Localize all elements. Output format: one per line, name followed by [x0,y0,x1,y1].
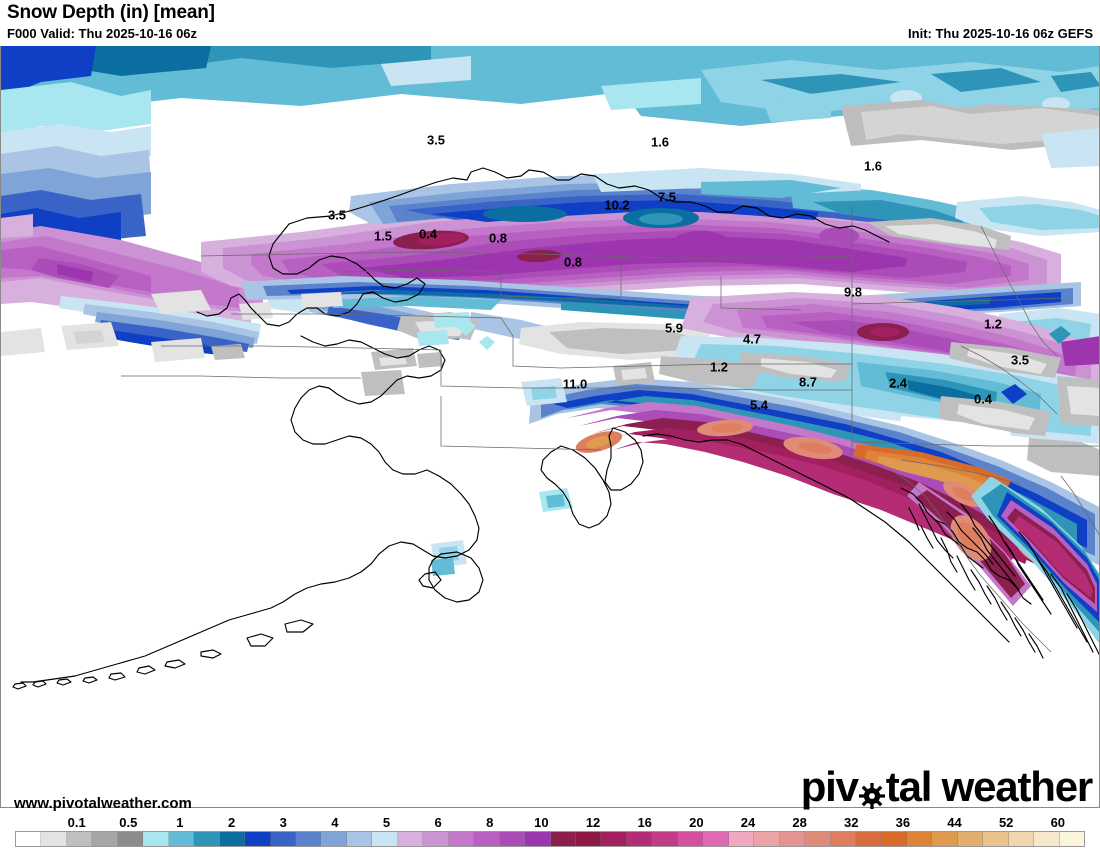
contour-value-label: 0.8 [488,230,508,246]
contour-value-label: 0.8 [563,254,583,270]
colorbar-tick-labels: 0.1 0.5 1 2 3 4 5 6 8 10 12 16 20 24 28 32 36 44 52 60 [15,815,1085,831]
colorbar-segment [703,832,729,846]
colorbar-segment [372,832,398,846]
init-time-label: Init: Thu 2025-10-16 06z GEFS [908,26,1093,41]
valid-time-label: F000 Valid: Thu 2025-10-16 06z [7,26,198,41]
colorbar-tick: 2 [227,815,236,830]
contour-value-label: 1.2 [983,316,1003,332]
colorbar-segment [881,832,907,846]
colorbar-segment [601,832,627,846]
colorbar-tick: 5 [382,815,391,830]
colorbar-segment [245,832,271,846]
colorbar-segment [728,832,755,846]
contour-value-label: 3.5 [426,132,446,148]
colorbar-tick: 0.1 [67,815,86,830]
colorbar-segment [143,832,169,846]
colorbar-segment [168,832,195,846]
colorbar-segment [1034,832,1060,846]
contour-value-label: 5.9 [664,320,684,336]
colorbar-segment [194,832,220,846]
colorbar-segment [983,832,1009,846]
colorbar-tick: 32 [844,815,859,830]
colorbar-segment [779,832,806,846]
colorbar-tick: 20 [689,815,704,830]
colorbar-segment [550,832,576,846]
map-canvas[interactable]: 3.5 1.6 1.6 10.2 7.5 3.5 1.5 0.4 0.8 0.8 9.8 5.9 4.7… [0,45,1100,808]
colorbar-segment [1008,832,1035,846]
colorbar-tick: 0.5 [119,815,138,830]
colorbar-segment [397,832,424,846]
logo-text-part2: tal weather [885,763,1093,810]
colorbar-segment [677,832,704,846]
colorbar-segment [575,832,602,846]
logo-text-part1: piv [800,763,859,810]
colorbar-segment [346,832,373,846]
colorbar-segment [957,832,984,846]
colorbar-segment [270,832,296,846]
contour-value-label: 3.5 [327,207,347,223]
colorbar-tick: 12 [585,815,601,830]
contour-value-label: 10.2 [604,197,630,213]
map-header: Snow Depth (in) [mean] F000 Valid: Thu 2… [0,0,1100,46]
contour-value-label: 1.6 [863,158,883,174]
colorbar-tick: 28 [792,815,807,830]
contour-value-label: 3.5 [1010,352,1030,368]
colorbar-segment [295,832,322,846]
colorbar-segment [499,832,526,846]
contour-value-label: 5.4 [749,397,769,413]
contour-value-label: 8.7 [798,374,818,390]
contour-value-label: 0.4 [973,391,993,407]
colorbar-segment [932,832,958,846]
snow-depth-raster [1,46,1099,807]
colorbar-tick: 16 [637,815,652,830]
colorbar-segment [525,832,551,846]
colorbar-tick: 10 [534,815,549,830]
colorbar-tick: 1 [176,815,184,830]
colorbar-tick: 6 [434,815,442,830]
colorbar-segment [92,832,118,846]
colorbar-segment [448,832,475,846]
colorbar-segment [855,832,882,846]
colorbar-segment [423,832,449,846]
colorbar-segment [626,832,653,846]
page-title: Snow Depth (in) [mean] [7,2,215,23]
contour-value-label: 1.2 [709,359,729,375]
contour-value-label: 9.8 [843,284,863,300]
contour-value-label: 1.6 [650,134,670,150]
colorbar-segment [830,832,856,846]
contour-value-label: 11.0 [562,376,588,392]
contour-value-label: 1.5 [373,228,393,244]
colorbar-tick: 44 [947,815,962,830]
colorbar-segment [1059,832,1085,846]
colorbar[interactable] [15,831,1085,847]
colorbar-tick: 8 [486,815,494,830]
colorbar-segment [66,832,93,846]
colorbar-tick: 3 [279,815,287,830]
contour-value-label: 4.7 [742,331,762,347]
colorbar-segment [652,832,678,846]
colorbar-tick: 24 [740,815,756,830]
contour-value-label: 0.4 [418,226,438,242]
colorbar-segment [219,832,246,846]
colorbar-segment [321,832,347,846]
contour-value-label: 7.5 [657,189,677,205]
colorbar-tick: 36 [895,815,911,830]
colorbar-tick: 52 [998,815,1014,830]
colorbar-segment [117,832,144,846]
colorbar-tick: 4 [331,815,339,830]
colorbar-segment [754,832,780,846]
colorbar-segment [16,832,42,846]
gear-snowflake-icon [858,774,885,809]
colorbar-tick: 60 [1050,815,1066,830]
website-url[interactable]: www.pivotalweather.com [14,795,192,812]
colorbar-segment [41,832,67,846]
pivotal-weather-logo: piv tal weather [800,763,1093,810]
colorbar-segment [805,832,831,846]
contour-value-label: 2.4 [888,375,908,391]
colorbar-segment [474,832,500,846]
colorbar-segment [906,832,933,846]
